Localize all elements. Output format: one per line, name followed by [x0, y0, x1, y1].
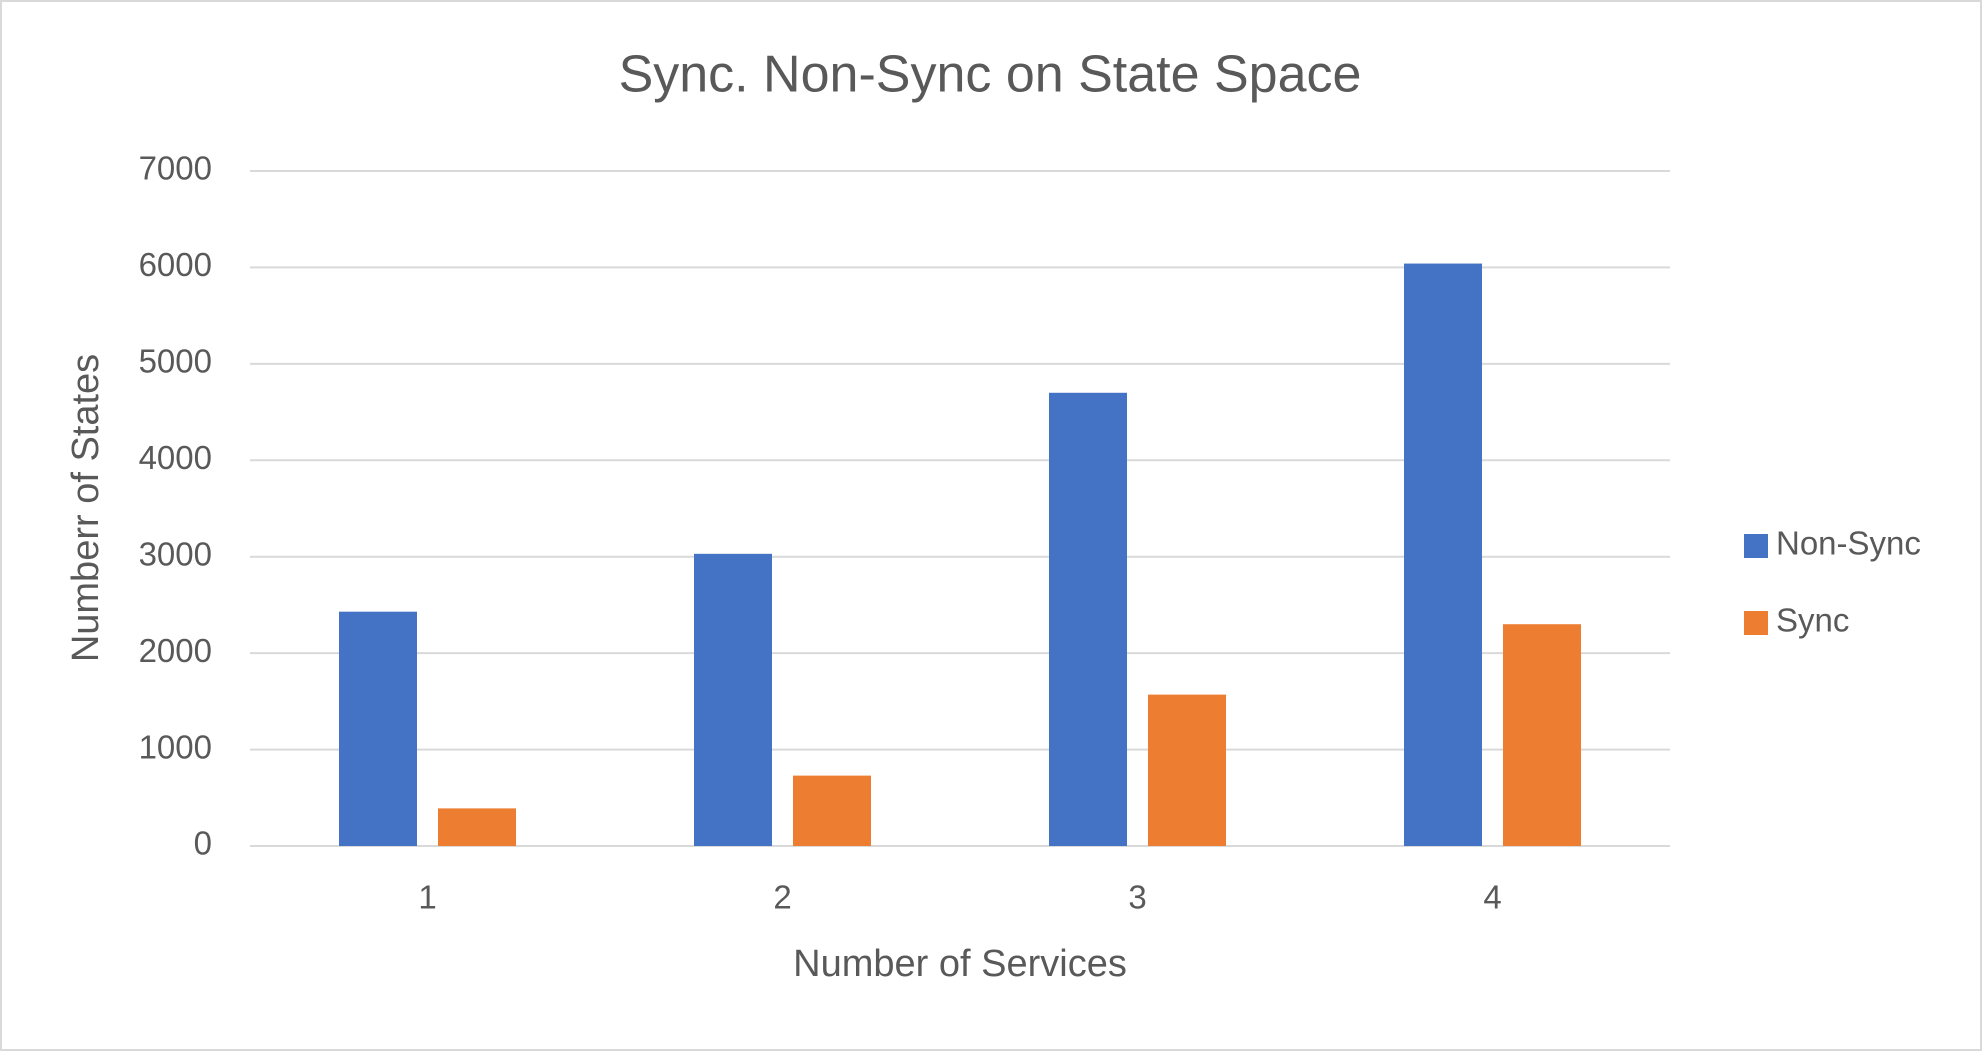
- x-tick-label: 1: [418, 879, 436, 916]
- legend-label: Sync: [1776, 602, 1849, 639]
- bar: [438, 808, 516, 846]
- bar: [694, 553, 772, 846]
- bar: [339, 611, 417, 846]
- y-tick-label: 3000: [139, 535, 212, 572]
- chart-title: Sync. Non-Sync on State Space: [619, 46, 1362, 104]
- bar: [1049, 392, 1127, 846]
- y-tick-label: 1000: [139, 728, 212, 765]
- y-tick-label: 5000: [139, 343, 212, 380]
- y-tick-label: 7000: [139, 150, 212, 187]
- x-tick-label: 3: [1128, 879, 1146, 916]
- y-tick-label: 4000: [139, 439, 212, 476]
- y-tick-label: 0: [194, 825, 212, 862]
- y-tick-label: 2000: [139, 632, 212, 669]
- bar: [1503, 624, 1581, 846]
- x-tick-label: 4: [1483, 879, 1501, 916]
- bar: [1404, 263, 1482, 847]
- y-tick-label: 6000: [139, 246, 212, 283]
- legend-label: Non-Sync: [1776, 525, 1921, 562]
- legend-swatch: [1744, 611, 1768, 635]
- legend-swatch: [1744, 534, 1768, 558]
- x-axis-title: Number of Services: [793, 943, 1127, 985]
- x-tick-label: 2: [773, 879, 791, 916]
- bar: [1148, 694, 1226, 846]
- bar: [793, 775, 871, 846]
- y-axis-title: Numberr of States: [65, 354, 107, 662]
